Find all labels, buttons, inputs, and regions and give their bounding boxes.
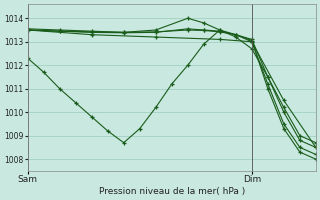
X-axis label: Pression niveau de la mer( hPa ): Pression niveau de la mer( hPa ) [99,187,245,196]
